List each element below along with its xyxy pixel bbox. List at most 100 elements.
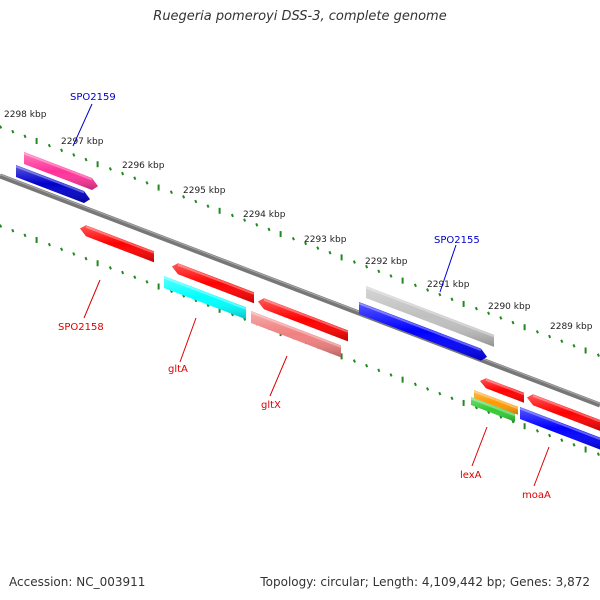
- upper-scale-tick: [230, 213, 234, 218]
- upper-scale-tick: [450, 297, 454, 302]
- lower-scale-tick: [426, 387, 430, 391]
- gene-moaa-blue[interactable]: [519, 407, 600, 450]
- lower-scale-tick: [438, 391, 442, 396]
- upper-scale-tick: [11, 129, 15, 134]
- leader-line-moaa: [533, 446, 550, 487]
- leader-line-spo2155: [439, 244, 457, 293]
- gene-highlight-spo2159-pink: [23, 152, 93, 181]
- upper-scale-tick: [121, 171, 125, 176]
- lower-scale-tick: [108, 266, 112, 270]
- lower-scale-tick: [572, 443, 576, 447]
- upper-scale-tick: [194, 199, 198, 204]
- upper-scale-tick: [487, 311, 491, 316]
- gene-highlight-spo2159: [15, 165, 85, 194]
- upper-scale-tick: [328, 250, 332, 255]
- upper-scale-tick: [389, 274, 393, 278]
- leader-line-gltx: [269, 355, 288, 397]
- upper-scale-tick: [182, 195, 186, 199]
- upper-scale-tick: [243, 218, 247, 222]
- gene-label-spo2158[interactable]: SPO2158: [58, 322, 104, 333]
- gene-highlight-spo2155: [358, 302, 482, 351]
- gene-spo2159[interactable]: [15, 165, 90, 203]
- gene-spo2155[interactable]: [358, 302, 487, 361]
- gene-highlight-lexa: [485, 378, 525, 396]
- lower-scale-tick: [535, 429, 539, 433]
- lower-scale-tick: [413, 382, 417, 387]
- gene-shade-gltx-pink: [251, 311, 341, 358]
- leader-line-glta: [179, 317, 197, 363]
- lower-scale-tick: [0, 224, 3, 228]
- tick-label-2292: 2292 kbp: [365, 257, 408, 267]
- upper-scale-tick: [60, 148, 64, 153]
- gene-lexa-orange[interactable]: [473, 390, 519, 415]
- gene-shade-lexa-green: [471, 397, 515, 422]
- tick-label-2291: 2291 kbp: [427, 280, 470, 290]
- gene-highlight-moaa: [532, 394, 600, 423]
- upper-scale-tick: [365, 264, 369, 269]
- lower-scale-tick: [365, 363, 369, 368]
- gene-shade-moaa-blue: [520, 407, 600, 450]
- lower-scale-tick: [548, 433, 552, 438]
- tick-label-2298: 2298 kbp: [4, 110, 47, 120]
- upper-scale-tick: [108, 167, 112, 171]
- upper-scale-tick: [438, 292, 442, 297]
- upper-scale-tick: [291, 236, 295, 241]
- gene-highlight-gltx: [263, 298, 349, 333]
- gene-shade-spo2158: [80, 225, 154, 263]
- tick-label-2296: 2296 kbp: [122, 161, 165, 171]
- upper-scale-tick: [255, 222, 259, 227]
- lower-scale-tick: [47, 242, 51, 247]
- lower-scale-tick: [23, 233, 27, 238]
- leader-line-lexa: [471, 426, 488, 467]
- lower-scale-tick: [389, 373, 393, 377]
- gene-shade-glta: [172, 263, 254, 304]
- tick-label-2297: 2297 kbp: [61, 137, 104, 147]
- upper-scale-tick: [267, 227, 271, 232]
- tick-label-2289: 2289 kbp: [550, 322, 593, 332]
- gene-gltx-pink[interactable]: [250, 311, 342, 358]
- upper-scale-tick: [596, 353, 600, 357]
- genome-backbone-highlight: [0, 174, 600, 404]
- lower-scale-tick: [377, 368, 381, 373]
- upper-scale-tick: [47, 143, 51, 148]
- gene-spo2158[interactable]: [80, 225, 155, 263]
- gene-spo2155-grey[interactable]: [365, 286, 495, 347]
- lower-scale-tick: [596, 452, 600, 456]
- gene-lexa[interactable]: [480, 378, 525, 403]
- lower-scale-tick: [133, 275, 137, 280]
- tick-label-2294: 2294 kbp: [243, 210, 286, 220]
- gene-label-glta[interactable]: gltA: [168, 364, 188, 375]
- lower-scale-tick: [352, 359, 356, 363]
- gene-gltx[interactable]: [258, 298, 349, 342]
- lower-scale-tick: [145, 280, 149, 284]
- gene-shade-spo2155-grey: [366, 286, 494, 347]
- gene-highlight-spo2158: [85, 225, 155, 254]
- upper-scale-tick: [377, 269, 381, 274]
- upper-scale-tick: [560, 339, 564, 343]
- gene-label-lexa[interactable]: lexA: [460, 470, 482, 481]
- leader-line-spo2159: [72, 103, 93, 147]
- upper-scale-tick: [0, 125, 3, 129]
- gene-lexa-green[interactable]: [470, 397, 516, 422]
- upper-scale-tick: [84, 157, 88, 162]
- gene-shade-spo2155: [359, 302, 487, 361]
- gene-label-spo2155[interactable]: SPO2155: [434, 235, 480, 246]
- tick-label-2295: 2295 kbp: [183, 186, 226, 196]
- upper-scale-tick: [304, 241, 308, 246]
- gene-moaa[interactable]: [527, 394, 600, 431]
- gene-glta-cyan[interactable]: [163, 276, 247, 320]
- gene-spo2159-pink[interactable]: [23, 152, 98, 190]
- gene-highlight-glta-cyan: [163, 276, 247, 310]
- gene-label-spo2159[interactable]: SPO2159: [70, 92, 116, 103]
- gene-shade-spo2159: [16, 165, 90, 203]
- tick-label-2293: 2293 kbp: [304, 235, 347, 245]
- gene-glta[interactable]: [172, 263, 255, 304]
- map-title: Ruegeria pomeroyi DSS-3, complete genome: [153, 9, 447, 24]
- upper-scale-tick: [548, 334, 552, 339]
- gene-label-gltx[interactable]: gltX: [261, 400, 281, 411]
- upper-scale-tick: [72, 153, 76, 157]
- lower-scale-tick: [121, 270, 125, 275]
- lower-scale-tick: [560, 438, 564, 442]
- gene-label-moaa[interactable]: moaA: [522, 490, 551, 501]
